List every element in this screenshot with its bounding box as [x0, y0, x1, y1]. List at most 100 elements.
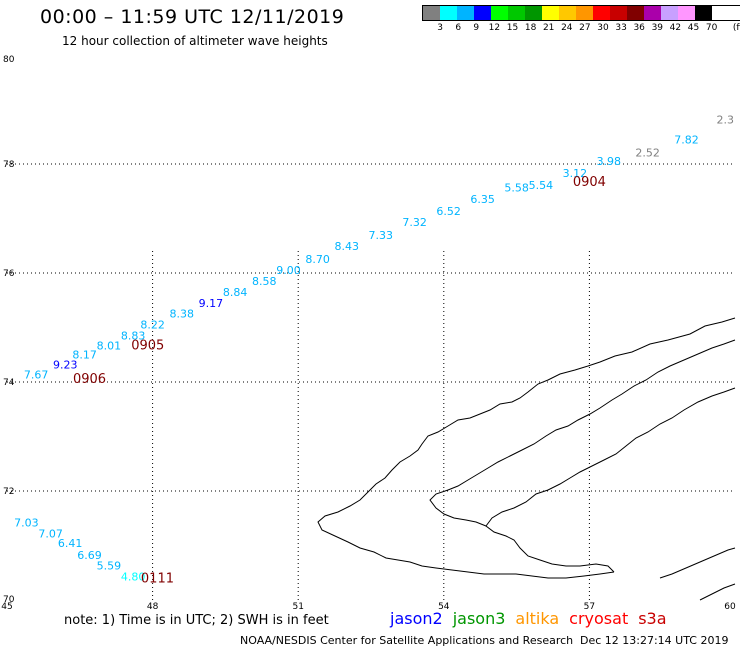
legend-unit: (ft) [732, 23, 740, 33]
mission-name: altika [515, 609, 560, 628]
legend-swatch [508, 6, 525, 20]
legend-label: 24 [561, 23, 573, 33]
lon-tick-label: 45 [1, 602, 12, 612]
wave-height-value: 8.70 [305, 253, 330, 266]
pass-time-label: 0905 [131, 338, 164, 353]
page-subtitle: 12 hour collection of altimeter wave hei… [62, 34, 328, 48]
wave-height-value: 7.67 [24, 369, 49, 382]
coastline-segment [317, 317, 736, 579]
legend-swatch [491, 6, 508, 20]
legend-swatch [695, 6, 712, 20]
map-grid [7, 163, 735, 600]
legend-swatch [423, 6, 440, 20]
wave-height-value: 9.00 [276, 264, 301, 277]
wave-height-value: 7.33 [368, 229, 393, 242]
pass-time-label: 0904 [573, 175, 606, 190]
legend-label: 45 [687, 23, 700, 33]
wave-height-value: 8.01 [97, 339, 122, 352]
lon-tick-label: 57 [584, 602, 595, 612]
legend-label: 30 [597, 23, 609, 33]
lon-tick-label: 51 [292, 602, 303, 612]
wave-height-value: 6.41 [58, 537, 83, 550]
lat-tick-label: 76 [3, 269, 15, 279]
wave-height-value: 2.3 [717, 114, 735, 127]
wave-height-value: 8.43 [334, 240, 359, 253]
footer-note: note: 1) Time is in UTC; 2) SWH is in fe… [64, 613, 329, 628]
legend-label: 6 [455, 23, 462, 33]
wave-height-value: 6.52 [436, 205, 461, 218]
wave-height-value: 7.07 [38, 527, 63, 540]
footer-credit: NOAA/NESDIS Center for Satellite Applica… [240, 634, 574, 647]
legend-label: 3 [437, 23, 443, 33]
legend-swatch [559, 6, 576, 20]
page-title: 00:00 – 11:59 UTC 12/11/2019 [40, 6, 345, 28]
mission-name: cryosat [569, 609, 629, 628]
wave-height-value: 3.12 [563, 167, 588, 180]
legend-swatch [627, 6, 644, 20]
lat-tick-label: 80 [3, 55, 15, 65]
wave-height-value: 7.03 [14, 516, 39, 529]
coastline-segment [699, 583, 736, 601]
legend-swatch [440, 6, 457, 20]
legend-label: 42 [669, 23, 682, 33]
lat-tick-label: 70 [3, 595, 15, 605]
wave-height-value: 8.17 [72, 349, 97, 362]
coastline [317, 317, 736, 601]
legend-swatch [474, 6, 491, 20]
lon-tick-label: 60 [724, 602, 736, 612]
legend-swatch [542, 6, 559, 20]
coastline-segment [485, 387, 736, 573]
pass-time-label: 0906 [73, 372, 106, 387]
legend-label: 15 [506, 23, 519, 33]
legend-swatch [678, 6, 695, 20]
legend-label: 27 [579, 23, 591, 33]
wave-height-value: 3.98 [597, 155, 622, 168]
mission-legend: jason2 jason3 altika cryosat s3a [390, 609, 677, 628]
wave-height-value: 8.84 [223, 286, 248, 299]
lon-tick-label: 54 [438, 602, 450, 612]
wave-height-value: 8.58 [252, 275, 277, 288]
legend-label: 39 [651, 23, 664, 33]
wave-height-value: 7.32 [402, 216, 427, 229]
mission-name: jason3 [452, 609, 506, 628]
footer-timestamp: Dec 12 13:27:14 UTC 2019 [580, 634, 729, 647]
wave-height-value: 7.82 [674, 133, 699, 146]
legend-swatch [610, 6, 627, 20]
legend-label: 12 [488, 23, 501, 33]
legend-swatch [593, 6, 610, 20]
wave-height-value: 5.58 [504, 181, 529, 194]
legend-swatch [576, 6, 593, 20]
wave-height-value: 5.59 [97, 559, 122, 572]
lat-tick-label: 72 [3, 487, 14, 497]
legend-label: 70 [705, 23, 718, 33]
mission-name: s3a [638, 609, 667, 628]
wave-height-value: 8.22 [140, 319, 165, 332]
lat-tick-label: 74 [3, 378, 15, 388]
wave-height-value: 8.83 [121, 329, 146, 342]
mission-name: jason2 [390, 609, 443, 628]
coastline-segment [429, 339, 736, 527]
legend-label: 9 [473, 23, 480, 33]
wave-height-value: 9.23 [53, 358, 78, 371]
wave-height-value: 8.38 [169, 308, 194, 321]
legend-label: 36 [633, 23, 645, 33]
wave-height-value: 4.80 [121, 570, 146, 583]
legend-swatches [422, 5, 740, 21]
legend-swatch [644, 6, 661, 20]
legend-label: 21 [542, 23, 555, 33]
pass-time-label: 0111 [141, 572, 174, 587]
wave-height-value: 6.35 [470, 193, 495, 206]
wave-height-value: 2.52 [635, 146, 660, 159]
wave-height-value: 6.69 [77, 549, 102, 562]
coastline-segment [659, 547, 736, 579]
legend-swatch [661, 6, 678, 20]
map-axis-labels: 45 48 51 54 57 60 70 72 74 76 78 80 [1, 55, 736, 612]
wave-height-value: 9.17 [199, 297, 224, 310]
lon-tick-label: 48 [147, 602, 159, 612]
legend-label: 18 [524, 23, 537, 33]
wave-height-value: 5.54 [529, 179, 554, 192]
lat-tick-label: 78 [3, 160, 15, 170]
